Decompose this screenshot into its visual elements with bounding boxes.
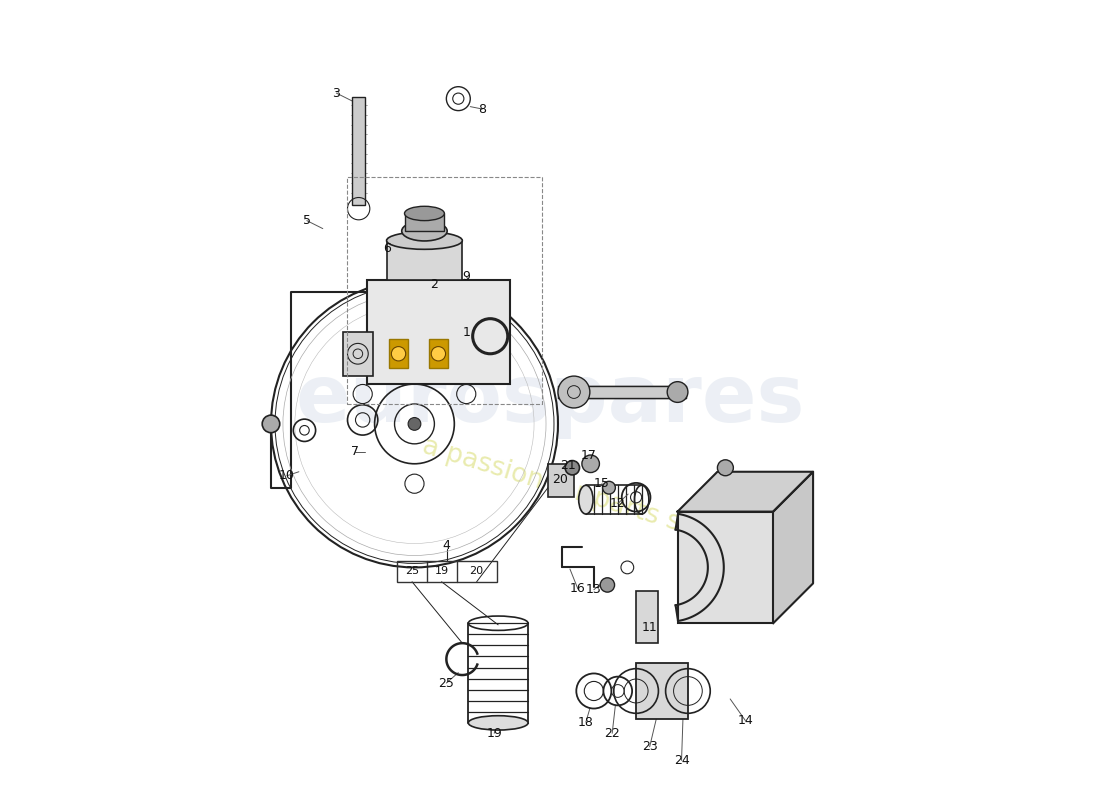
Text: 7: 7: [351, 446, 359, 458]
Ellipse shape: [386, 232, 462, 250]
Bar: [558, 386, 685, 398]
Circle shape: [392, 346, 406, 361]
Text: 18: 18: [578, 715, 594, 729]
Circle shape: [717, 460, 734, 476]
Circle shape: [601, 578, 615, 592]
Bar: [397, 561, 496, 582]
Ellipse shape: [405, 206, 444, 221]
Text: eurospares: eurospares: [295, 361, 805, 439]
Text: 5: 5: [302, 214, 311, 227]
Text: 14: 14: [737, 714, 754, 727]
Text: 21: 21: [561, 459, 576, 472]
Text: 11: 11: [641, 621, 658, 634]
Polygon shape: [773, 472, 813, 623]
Bar: [549, 464, 574, 498]
Bar: [429, 339, 448, 368]
Circle shape: [431, 346, 446, 361]
Polygon shape: [675, 514, 724, 621]
Text: 6: 6: [383, 242, 390, 255]
Text: 25: 25: [439, 677, 454, 690]
Circle shape: [262, 415, 279, 433]
Bar: [352, 97, 365, 205]
Bar: [389, 339, 408, 368]
Text: 22: 22: [604, 726, 620, 740]
Polygon shape: [678, 472, 813, 512]
Text: 2: 2: [430, 278, 438, 291]
Bar: [405, 214, 444, 231]
Text: 19: 19: [434, 566, 449, 577]
Circle shape: [408, 418, 421, 430]
Bar: [386, 241, 462, 281]
Text: 13: 13: [586, 583, 602, 596]
Text: 16: 16: [570, 582, 586, 595]
Circle shape: [582, 455, 600, 473]
Text: 19: 19: [486, 726, 502, 740]
Text: 23: 23: [641, 740, 658, 754]
Ellipse shape: [402, 221, 448, 241]
Text: 1: 1: [462, 326, 470, 338]
Text: 24: 24: [673, 754, 690, 767]
Text: 3: 3: [332, 86, 340, 99]
Text: 20: 20: [551, 474, 568, 486]
Circle shape: [558, 376, 590, 408]
Bar: [343, 332, 373, 376]
Ellipse shape: [469, 716, 528, 730]
Text: a passion for parts since 1985: a passion for parts since 1985: [419, 433, 808, 574]
Text: 4: 4: [443, 538, 451, 551]
Text: 10: 10: [279, 470, 295, 482]
Circle shape: [565, 461, 580, 475]
Bar: [346, 177, 542, 404]
Text: 12: 12: [609, 497, 626, 510]
Text: 8: 8: [478, 102, 486, 115]
Bar: [636, 663, 688, 719]
Text: 25: 25: [405, 566, 419, 577]
Text: 20: 20: [470, 566, 484, 577]
Circle shape: [603, 482, 615, 494]
Bar: [636, 591, 659, 643]
Text: 15: 15: [594, 478, 609, 490]
Ellipse shape: [579, 486, 593, 514]
Bar: [366, 281, 510, 384]
Text: 17: 17: [581, 450, 596, 462]
Circle shape: [668, 382, 688, 402]
Bar: [678, 512, 773, 623]
Text: 9: 9: [462, 270, 470, 283]
